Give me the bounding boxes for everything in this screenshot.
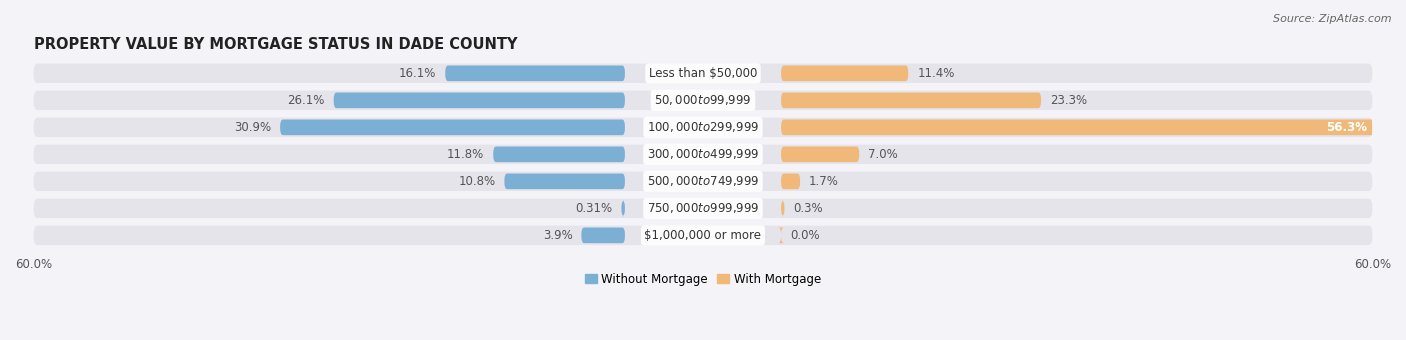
Text: $750,000 to $999,999: $750,000 to $999,999: [647, 201, 759, 215]
Text: 23.3%: 23.3%: [1050, 94, 1087, 107]
Text: 26.1%: 26.1%: [287, 94, 325, 107]
Text: $500,000 to $749,999: $500,000 to $749,999: [647, 174, 759, 188]
FancyBboxPatch shape: [782, 119, 1406, 135]
Text: 10.8%: 10.8%: [458, 175, 495, 188]
FancyBboxPatch shape: [34, 226, 1372, 245]
Text: 56.3%: 56.3%: [1326, 121, 1367, 134]
FancyBboxPatch shape: [34, 199, 1372, 218]
FancyBboxPatch shape: [34, 91, 1372, 110]
FancyBboxPatch shape: [782, 66, 908, 81]
Text: $1,000,000 or more: $1,000,000 or more: [644, 229, 762, 242]
Text: Source: ZipAtlas.com: Source: ZipAtlas.com: [1274, 14, 1392, 23]
Text: 0.0%: 0.0%: [790, 229, 820, 242]
Text: $300,000 to $499,999: $300,000 to $499,999: [647, 147, 759, 162]
FancyBboxPatch shape: [280, 119, 624, 135]
FancyBboxPatch shape: [505, 173, 624, 189]
FancyBboxPatch shape: [333, 92, 624, 108]
Text: 30.9%: 30.9%: [233, 121, 271, 134]
Text: 11.8%: 11.8%: [447, 148, 484, 161]
FancyBboxPatch shape: [779, 227, 785, 243]
FancyBboxPatch shape: [446, 66, 624, 81]
Text: 0.31%: 0.31%: [575, 202, 613, 215]
FancyBboxPatch shape: [782, 173, 800, 189]
Legend: Without Mortgage, With Mortgage: Without Mortgage, With Mortgage: [581, 268, 825, 290]
Text: $100,000 to $299,999: $100,000 to $299,999: [647, 120, 759, 134]
FancyBboxPatch shape: [34, 144, 1372, 164]
FancyBboxPatch shape: [34, 172, 1372, 191]
Text: 7.0%: 7.0%: [868, 148, 898, 161]
FancyBboxPatch shape: [34, 64, 1372, 83]
FancyBboxPatch shape: [782, 201, 785, 216]
Text: 16.1%: 16.1%: [399, 67, 436, 80]
FancyBboxPatch shape: [621, 201, 624, 216]
FancyBboxPatch shape: [34, 118, 1372, 137]
Text: $50,000 to $99,999: $50,000 to $99,999: [654, 94, 752, 107]
FancyBboxPatch shape: [782, 147, 859, 162]
Text: 0.3%: 0.3%: [793, 202, 823, 215]
Text: 3.9%: 3.9%: [543, 229, 572, 242]
Text: PROPERTY VALUE BY MORTGAGE STATUS IN DADE COUNTY: PROPERTY VALUE BY MORTGAGE STATUS IN DAD…: [34, 37, 517, 52]
Text: 11.4%: 11.4%: [917, 67, 955, 80]
FancyBboxPatch shape: [582, 227, 624, 243]
Text: Less than $50,000: Less than $50,000: [648, 67, 758, 80]
FancyBboxPatch shape: [782, 92, 1040, 108]
FancyBboxPatch shape: [494, 147, 624, 162]
Text: 1.7%: 1.7%: [808, 175, 839, 188]
